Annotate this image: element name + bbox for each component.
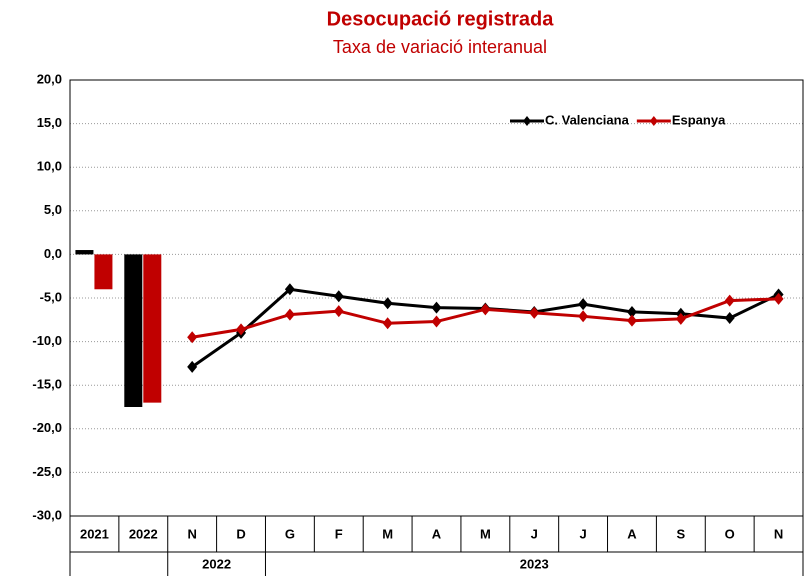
- bar: [94, 254, 113, 290]
- marker: [333, 290, 344, 303]
- marker: [773, 292, 784, 305]
- marker: [724, 312, 735, 325]
- y-tick-label: 5,0: [44, 202, 62, 217]
- y-tick-label: -15,0: [32, 377, 62, 392]
- y-tick-label: 0,0: [44, 246, 62, 261]
- legend-marker: [523, 116, 531, 126]
- marker: [480, 303, 491, 316]
- y-tick-label: 20,0: [37, 71, 62, 86]
- x-tick-label: 2021: [80, 526, 109, 541]
- y-tick-label: -25,0: [32, 464, 62, 479]
- x-tick-label: M: [480, 526, 491, 541]
- marker: [724, 294, 735, 307]
- x-tick-label: M: [382, 526, 393, 541]
- marker: [382, 297, 393, 310]
- marker: [675, 312, 686, 325]
- marker: [626, 305, 637, 318]
- marker: [236, 323, 247, 336]
- x-tick-label: G: [285, 526, 295, 541]
- marker: [578, 310, 589, 323]
- marker: [284, 308, 295, 321]
- marker: [382, 317, 393, 330]
- y-tick-label: 10,0: [37, 159, 62, 174]
- legend-label: C. Valenciana: [545, 112, 630, 127]
- y-tick-label: -30,0: [32, 507, 62, 522]
- marker: [529, 306, 540, 319]
- x-tick-label: 2022: [129, 526, 158, 541]
- x-tick-label: N: [774, 526, 783, 541]
- chart-subtitle: Taxa de variació interanual: [333, 37, 547, 57]
- y-tick-label: -10,0: [32, 333, 62, 348]
- bar: [124, 254, 143, 407]
- plot-frame: [69, 79, 804, 517]
- x-tick-label: N: [187, 526, 196, 541]
- x-tick-label: A: [432, 526, 442, 541]
- marker: [626, 314, 637, 327]
- bar: [75, 250, 94, 255]
- x-tick-label: S: [676, 526, 685, 541]
- legend-marker: [649, 116, 658, 126]
- marker: [333, 305, 344, 318]
- marker: [187, 360, 198, 373]
- y-tick-label: 15,0: [37, 115, 62, 130]
- marker: [187, 331, 198, 344]
- marker: [431, 301, 442, 314]
- chart-title: Desocupació registrada: [327, 8, 555, 30]
- x-tick-label: J: [579, 526, 586, 541]
- x-tick-label: A: [627, 526, 637, 541]
- marker: [578, 298, 589, 311]
- x-tick-label: F: [335, 526, 343, 541]
- group-label: 2023: [520, 556, 549, 571]
- marker: [431, 315, 442, 328]
- line: [191, 287, 780, 369]
- bar: [143, 254, 162, 403]
- marker: [284, 283, 295, 296]
- x-tick-label: O: [725, 526, 735, 541]
- x-tick-label: J: [531, 526, 538, 541]
- group-label: 2022: [202, 556, 231, 571]
- y-tick-label: -5,0: [40, 289, 62, 304]
- legend-label: Espanya: [672, 112, 726, 127]
- x-tick-label: D: [236, 526, 245, 541]
- y-tick-label: -20,0: [32, 420, 62, 435]
